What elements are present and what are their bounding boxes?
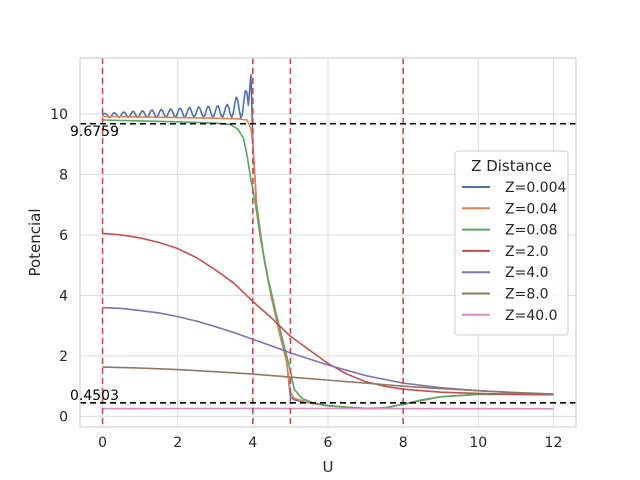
legend-label: Z=0.04 — [505, 201, 558, 217]
legend-label: Z=0.004 — [505, 180, 566, 196]
y-tick-label: 6 — [59, 228, 68, 244]
plot-frame — [79, 57, 577, 428]
y-tick-label: 10 — [50, 107, 68, 123]
x-axis-label: U — [323, 458, 334, 476]
hline-annotations: 9.6759 0.4503 — [70, 124, 119, 404]
legend-box — [454, 150, 569, 336]
legend-label: Z=4.0 — [505, 265, 549, 281]
legend: Z Distance Z=0.004 Z=0.04 Z=0.08 Z=2.0 Z=4.0… — [454, 150, 569, 336]
legend-label: Z=40.0 — [505, 308, 558, 324]
y-tick-label: 2 — [59, 349, 68, 365]
x-tick-label: 2 — [173, 435, 182, 451]
x-tick-label: 6 — [324, 435, 333, 451]
x-tick-label: 8 — [399, 435, 408, 451]
series-lines — [101, 73, 554, 410]
series-line-1 — [101, 73, 554, 410]
series-line-6 — [102, 366, 554, 395]
y-tick-label: 4 — [59, 288, 68, 304]
hline-label: 0.4503 — [70, 388, 119, 404]
legend-items: Z=0.004 Z=0.04 Z=0.08 Z=2.0 Z=4.0 Z=8.0 Z=40.0 — [462, 180, 566, 324]
y-tick-label: 0 — [59, 409, 68, 425]
x-tick-label: 12 — [545, 435, 563, 451]
tick-labels: 0 2 4 6 8 10 12 0 2 4 6 8 10 — [50, 107, 562, 451]
legend-label: Z=2.0 — [505, 244, 549, 260]
reference-lines — [80, 58, 576, 427]
hline-label: 9.6759 — [70, 124, 119, 140]
legend-title: Z Distance — [471, 157, 552, 175]
x-tick-label: 0 — [98, 435, 107, 451]
x-tick-label: 4 — [248, 435, 257, 451]
y-tick-label: 8 — [59, 167, 68, 183]
y-axis-label: Potencial — [26, 208, 44, 276]
legend-label: Z=8.0 — [505, 287, 549, 303]
series-line-4 — [102, 232, 554, 396]
legend-label: Z=0.08 — [505, 223, 558, 239]
x-tick-label: 10 — [469, 435, 487, 451]
